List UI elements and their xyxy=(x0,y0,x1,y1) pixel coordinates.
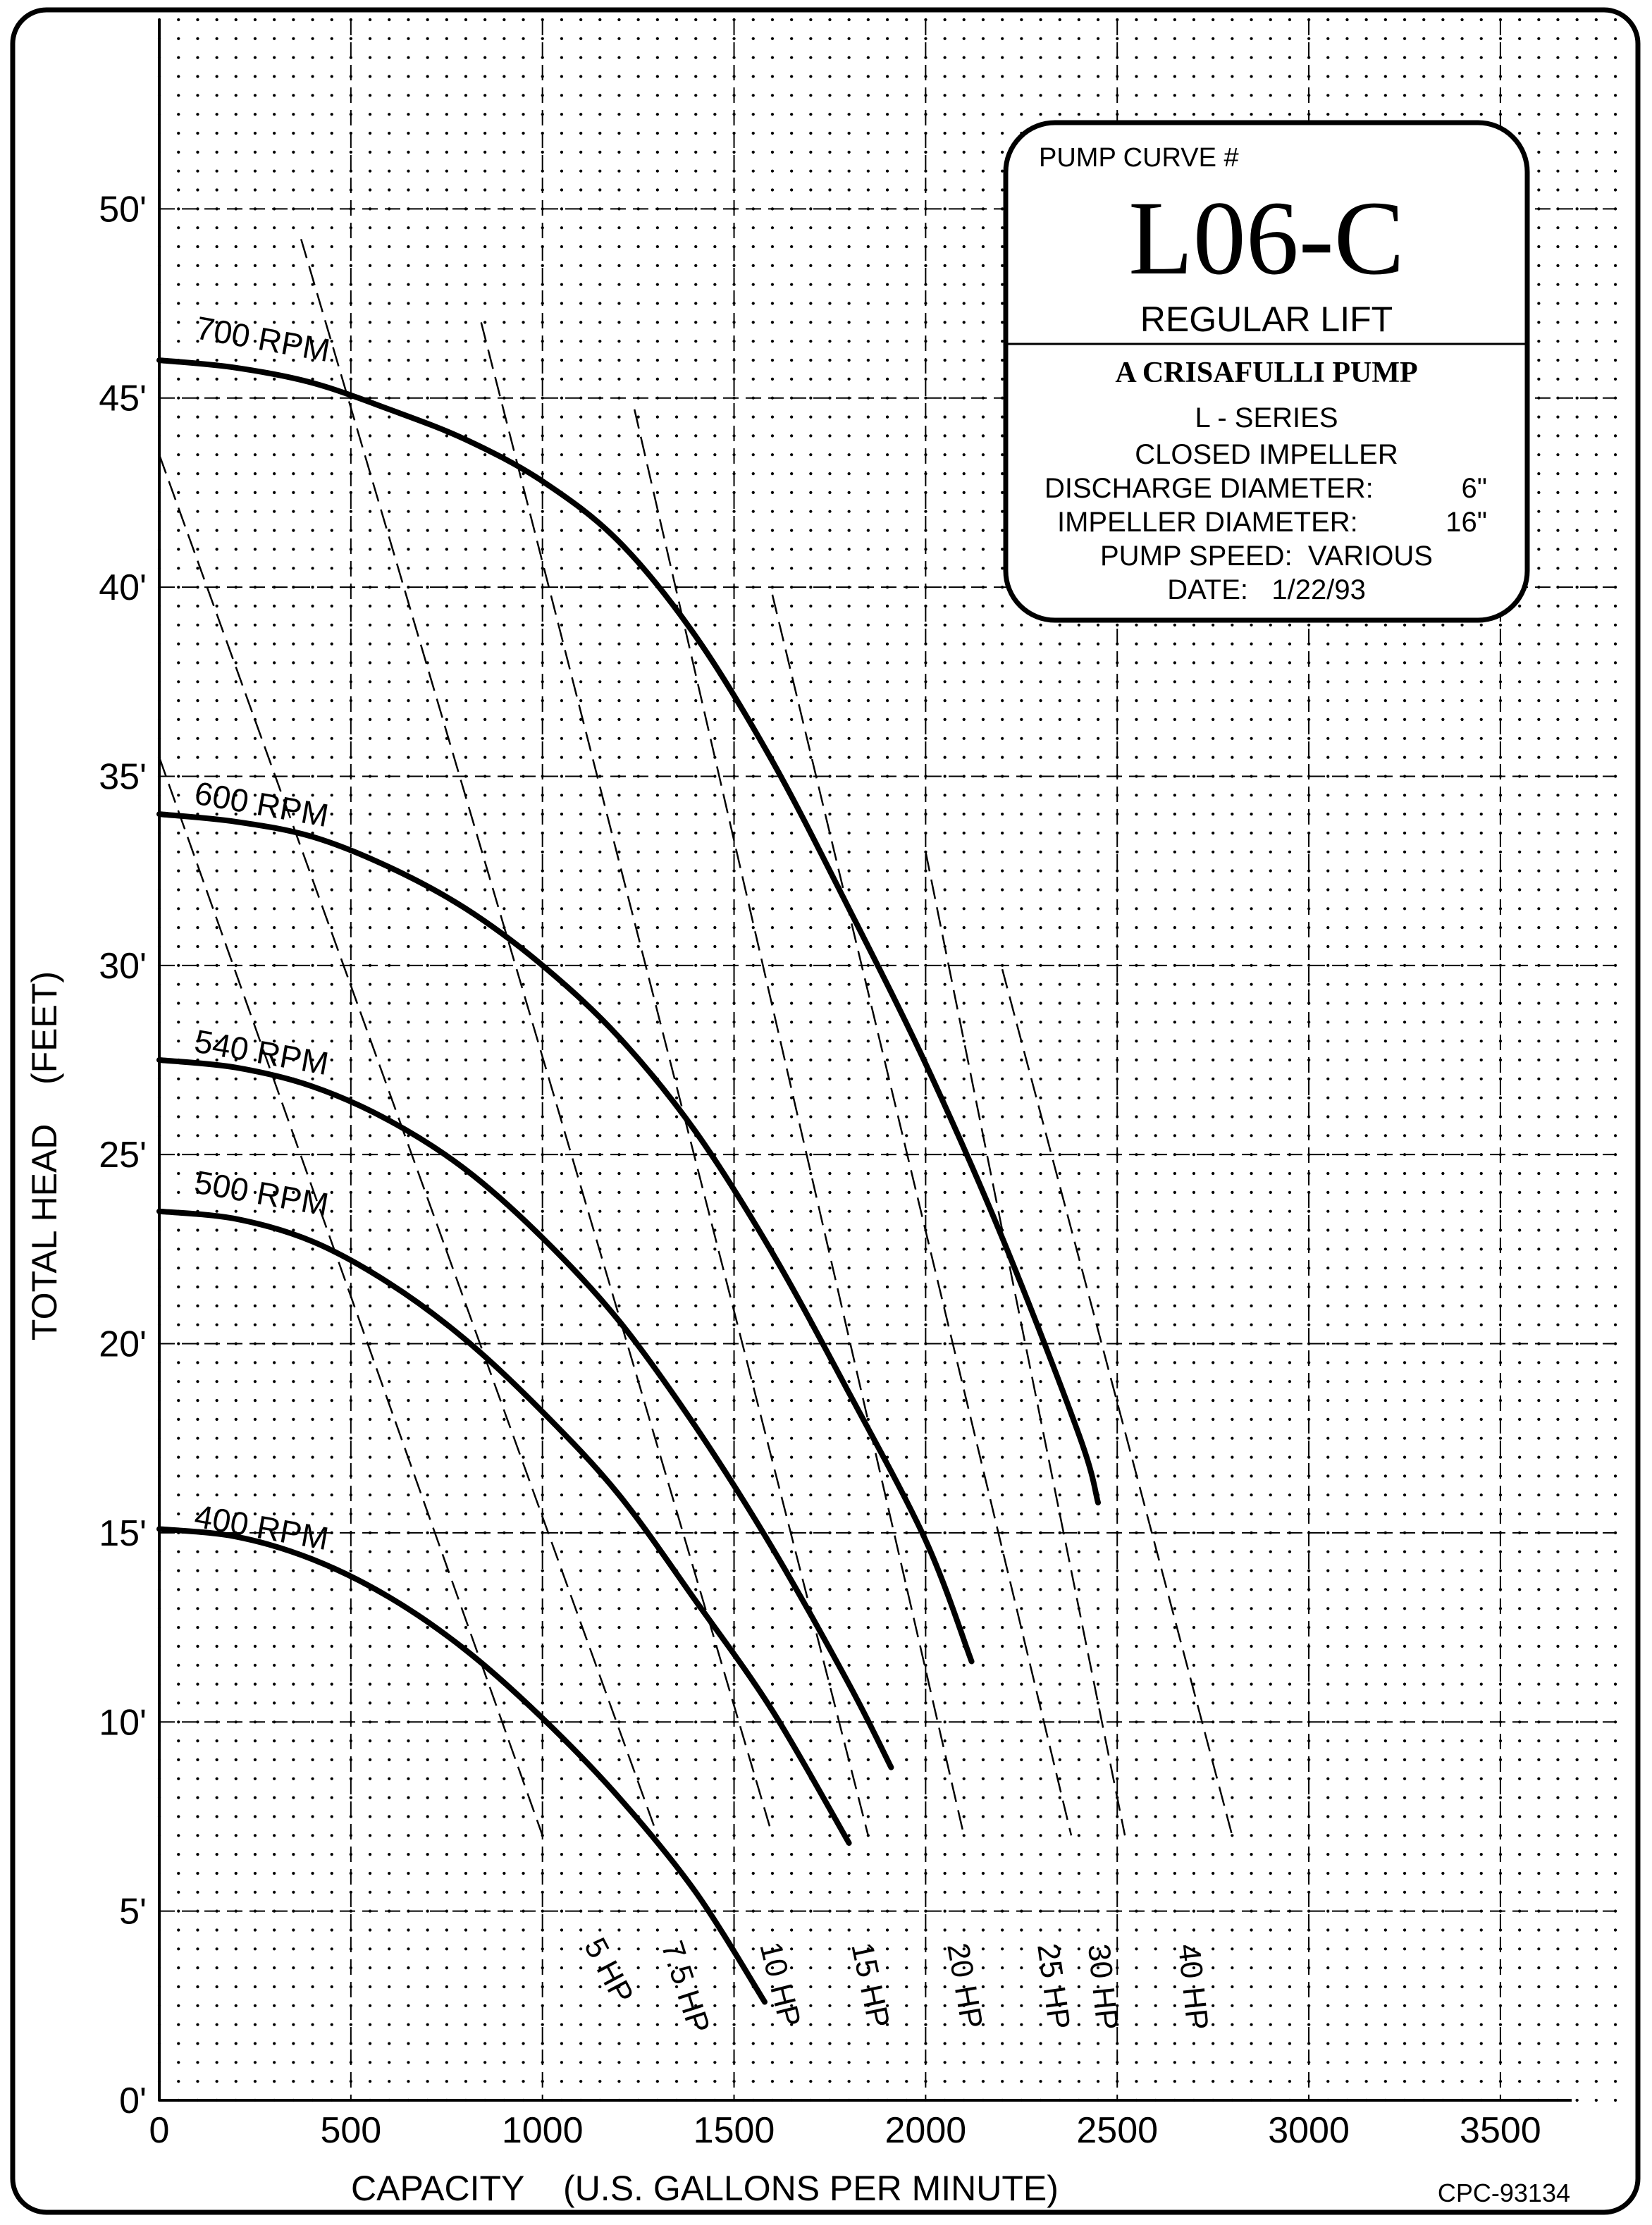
y-axis-label: TOTAL HEAD (FEET) xyxy=(25,971,64,1340)
hp-line-5-hp xyxy=(158,757,543,1836)
y-tick-label: 50' xyxy=(99,189,147,230)
discharge-diameter-label: DISCHARGE DIAMETER: xyxy=(1044,473,1374,504)
x-tick-label: 3500 xyxy=(1460,2110,1541,2151)
x-tick-label: 2500 xyxy=(1076,2110,1158,2151)
y-tick-label: 0' xyxy=(119,2081,147,2121)
y-tick-labels: 0' 5' 10' 15' 20' 25' 30' 35' 40' 45' 50' xyxy=(99,189,147,2121)
impeller-type: CLOSED IMPELLER xyxy=(1135,439,1398,470)
label-30-hp: 30 HP xyxy=(1081,1942,1125,2032)
label-20-hp: 20 HP xyxy=(940,1940,989,2031)
brand-name: A CRISAFULLI PUMP xyxy=(1115,357,1417,389)
impeller-diameter-label: IMPELLER DIAMETER: xyxy=(1057,507,1358,538)
label-400-rpm: 400 RPM xyxy=(192,1498,331,1558)
rpm-curve-400-rpm xyxy=(156,1526,768,2005)
outer-border xyxy=(10,7,1641,2215)
label-25-hp: 25 HP xyxy=(1030,1942,1077,2032)
hp-line-25-hp xyxy=(771,594,1073,1836)
y-tick-label: 10' xyxy=(99,1702,147,1743)
label-700-rpm: 700 RPM xyxy=(193,309,333,369)
label-15-hp: 15 HP xyxy=(844,1940,896,2031)
y-tick-label: 5' xyxy=(119,1892,147,1933)
x-tick-label: 1000 xyxy=(502,2110,584,2151)
pump-curve-number: L06-C xyxy=(1128,180,1405,297)
y-tick-label: 15' xyxy=(99,1513,147,1554)
y-tick-label: 45' xyxy=(99,378,147,419)
label-10-hp: 10 HP xyxy=(753,1939,807,2031)
document-code: CPC-93134 xyxy=(1438,2178,1570,2207)
curve-date: DATE: 1/22/93 xyxy=(1167,574,1366,605)
y-tick-label: 30' xyxy=(99,946,147,987)
y-tick-label: 35' xyxy=(99,756,147,797)
label-7-5-hp: 7.5 HP xyxy=(654,1937,716,2038)
x-axis-label: CAPACITY (U.S. GALLONS PER MINUTE) xyxy=(351,2169,1059,2208)
rpm-curve-600-rpm xyxy=(156,811,975,1665)
rpm-curve-700-rpm xyxy=(156,357,1101,1505)
rpm-curves xyxy=(156,357,1101,2005)
x-tick-labels: 0 500 1000 1500 2000 2500 3000 3500 xyxy=(149,2110,1541,2151)
y-tick-label: 40' xyxy=(99,567,147,608)
rpm-curve-500-rpm xyxy=(156,1208,852,1846)
label-5-hp: 5 HP xyxy=(577,1933,640,2009)
hp-line-7-5-hp xyxy=(158,454,658,1836)
pump-speed: PUMP SPEED: VARIOUS xyxy=(1100,541,1433,572)
hp-line-30-hp xyxy=(925,851,1126,1836)
x-tick-label: 1500 xyxy=(694,2110,775,2151)
lift-type: REGULAR LIFT xyxy=(1140,300,1393,339)
label-40-hp: 40 HP xyxy=(1171,1942,1215,2032)
hp-line-20-hp xyxy=(633,409,965,1836)
hp-line-10-hp xyxy=(300,238,774,1836)
x-tick-label: 500 xyxy=(320,2110,381,2151)
x-tick-label: 3000 xyxy=(1268,2110,1350,2151)
impeller-diameter-value: 16" xyxy=(1446,507,1487,538)
y-tick-label: 25' xyxy=(99,1135,147,1176)
discharge-diameter-value: 6" xyxy=(1462,473,1487,504)
info-box: PUMP CURVE # L06-C REGULAR LIFT A CRISAF… xyxy=(1003,120,1530,623)
pump-curve-label: PUMP CURVE # xyxy=(1039,143,1239,173)
hp-line-15-hp xyxy=(480,322,870,1836)
x-tick-label: 0 xyxy=(149,2110,170,2151)
y-tick-label: 20' xyxy=(99,1324,147,1365)
info-box-frame xyxy=(1003,120,1530,623)
rpm-curve-540-rpm xyxy=(156,1057,894,1770)
hp-lines xyxy=(158,238,1233,1836)
hp-line-40-hp xyxy=(1001,968,1233,1836)
pump-series: L - SERIES xyxy=(1195,402,1338,433)
x-tick-label: 2000 xyxy=(885,2110,967,2151)
